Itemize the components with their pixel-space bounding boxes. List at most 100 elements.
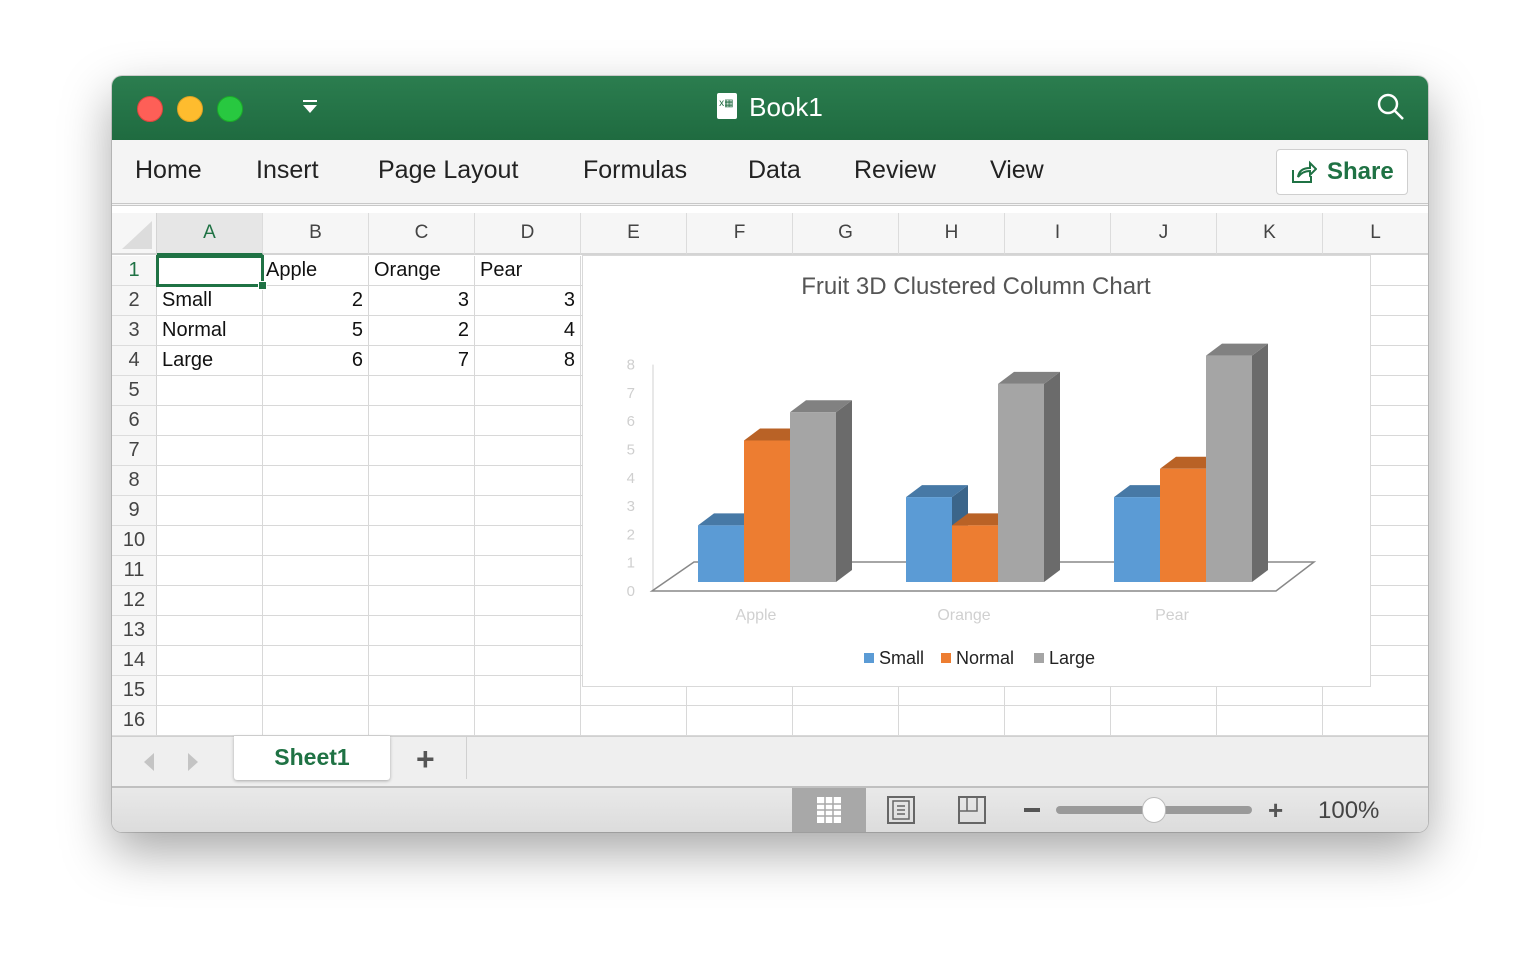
page-break-view-icon[interactable] xyxy=(958,796,986,824)
cell-l11[interactable] xyxy=(1323,556,1428,586)
cell-b14[interactable] xyxy=(263,646,369,676)
cell-k16[interactable] xyxy=(1217,706,1323,736)
cell-h16[interactable] xyxy=(899,706,1005,736)
cell-d14[interactable] xyxy=(475,646,581,676)
cell-l15[interactable] xyxy=(1323,676,1428,706)
row-header-14[interactable]: 14 xyxy=(112,646,157,676)
cell-b16[interactable] xyxy=(263,706,369,736)
cell-a16[interactable] xyxy=(157,706,263,736)
row-header-2[interactable]: 2 xyxy=(112,286,157,316)
cell-l1[interactable] xyxy=(1323,256,1428,286)
cell-b6[interactable] xyxy=(263,406,369,436)
cell-e15[interactable] xyxy=(581,676,687,706)
cell-a14[interactable] xyxy=(157,646,263,676)
cell-d10[interactable] xyxy=(475,526,581,556)
column-header-d[interactable]: D xyxy=(475,213,581,255)
next-sheet-icon[interactable] xyxy=(188,753,198,771)
maximize-button[interactable] xyxy=(217,96,243,122)
cell-c12[interactable] xyxy=(369,586,475,616)
cell-c16[interactable] xyxy=(369,706,475,736)
column-header-e[interactable]: E xyxy=(581,213,687,255)
cell-c6[interactable] xyxy=(369,406,475,436)
cell-h15[interactable] xyxy=(899,676,1005,706)
minimize-button[interactable] xyxy=(177,96,203,122)
cell-c4[interactable]: 7 xyxy=(369,346,475,376)
chart[interactable]: Fruit 3D Clustered Column Chart 0 1 2 3 4 5 6 7 8… xyxy=(582,255,1371,687)
cell-c15[interactable] xyxy=(369,676,475,706)
cell-b3[interactable]: 5 xyxy=(263,316,369,346)
cell-b12[interactable] xyxy=(263,586,369,616)
sheet-tab-sheet1[interactable]: Sheet1 xyxy=(234,736,390,780)
search-icon[interactable] xyxy=(1376,92,1406,127)
cell-c10[interactable] xyxy=(369,526,475,556)
cell-d2[interactable]: 3 xyxy=(475,286,581,316)
zoom-slider-thumb[interactable] xyxy=(1142,797,1166,823)
tab-insert[interactable]: Insert xyxy=(256,156,319,184)
cell-d16[interactable] xyxy=(475,706,581,736)
row-header-13[interactable]: 13 xyxy=(112,616,157,646)
select-all-corner[interactable] xyxy=(112,213,157,255)
cell-b13[interactable] xyxy=(263,616,369,646)
cell-a5[interactable] xyxy=(157,376,263,406)
cell-a9[interactable] xyxy=(157,496,263,526)
cell-b15[interactable] xyxy=(263,676,369,706)
cell-a10[interactable] xyxy=(157,526,263,556)
cell-d1[interactable]: Pear xyxy=(475,256,581,286)
column-header-f[interactable]: F xyxy=(687,213,793,255)
zoom-in-button[interactable]: + xyxy=(1268,795,1284,825)
cell-f16[interactable] xyxy=(687,706,793,736)
cell-g16[interactable] xyxy=(793,706,899,736)
cell-l8[interactable] xyxy=(1323,466,1428,496)
cell-d5[interactable] xyxy=(475,376,581,406)
row-header-4[interactable]: 4 xyxy=(112,346,157,376)
column-header-i[interactable]: I xyxy=(1005,213,1111,255)
cell-l7[interactable] xyxy=(1323,436,1428,466)
cell-d8[interactable] xyxy=(475,466,581,496)
column-header-k[interactable]: K xyxy=(1217,213,1323,255)
cell-c13[interactable] xyxy=(369,616,475,646)
cell-l13[interactable] xyxy=(1323,616,1428,646)
cell-l2[interactable] xyxy=(1323,286,1428,316)
row-header-5[interactable]: 5 xyxy=(112,376,157,406)
cell-c9[interactable] xyxy=(369,496,475,526)
cell-i15[interactable] xyxy=(1005,676,1111,706)
column-header-g[interactable]: G xyxy=(793,213,899,255)
cell-l3[interactable] xyxy=(1323,316,1428,346)
tab-data[interactable]: Data xyxy=(748,156,801,184)
column-header-c[interactable]: C xyxy=(369,213,475,255)
cell-l16[interactable] xyxy=(1323,706,1428,736)
tab-page-layout[interactable]: Page Layout xyxy=(378,156,519,184)
cell-d15[interactable] xyxy=(475,676,581,706)
cell-a12[interactable] xyxy=(157,586,263,616)
row-header-1[interactable]: 1 xyxy=(112,256,157,286)
cell-l14[interactable] xyxy=(1323,646,1428,676)
row-header-12[interactable]: 12 xyxy=(112,586,157,616)
cell-b4[interactable]: 6 xyxy=(263,346,369,376)
customize-toolbar-icon[interactable] xyxy=(302,98,318,121)
cell-c3[interactable]: 2 xyxy=(369,316,475,346)
row-header-11[interactable]: 11 xyxy=(112,556,157,586)
normal-view-button[interactable] xyxy=(792,788,866,832)
row-header-15[interactable]: 15 xyxy=(112,676,157,706)
cell-a3[interactable]: Normal xyxy=(157,316,263,346)
cell-a8[interactable] xyxy=(157,466,263,496)
cell-d6[interactable] xyxy=(475,406,581,436)
column-header-j[interactable]: J xyxy=(1111,213,1217,255)
cell-d12[interactable] xyxy=(475,586,581,616)
cell-b2[interactable]: 2 xyxy=(263,286,369,316)
column-header-a[interactable]: A xyxy=(157,213,263,255)
add-sheet-button[interactable]: + xyxy=(416,741,435,777)
cell-a4[interactable]: Large xyxy=(157,346,263,376)
row-header-10[interactable]: 10 xyxy=(112,526,157,556)
cell-a2[interactable]: Small xyxy=(157,286,263,316)
cell-a7[interactable] xyxy=(157,436,263,466)
row-header-6[interactable]: 6 xyxy=(112,406,157,436)
cell-a13[interactable] xyxy=(157,616,263,646)
cell-c7[interactable] xyxy=(369,436,475,466)
cell-a15[interactable] xyxy=(157,676,263,706)
cell-b7[interactable] xyxy=(263,436,369,466)
cell-c14[interactable] xyxy=(369,646,475,676)
tab-formulas[interactable]: Formulas xyxy=(583,156,688,184)
share-button[interactable]: Share xyxy=(1276,149,1408,195)
column-header-b[interactable]: B xyxy=(263,213,369,255)
